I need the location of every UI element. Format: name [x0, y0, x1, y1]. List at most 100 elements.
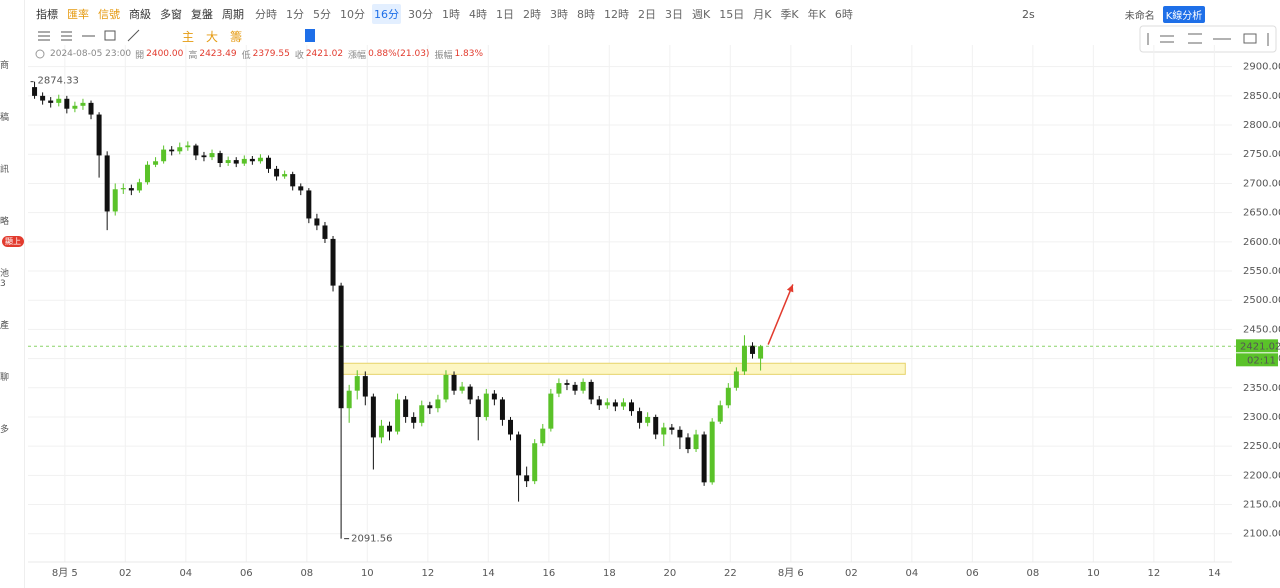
candle-body — [741, 345, 747, 372]
period-button[interactable]: 3日 — [665, 8, 683, 21]
period-button[interactable]: 5分 — [313, 8, 331, 21]
period-button[interactable]: 週K — [692, 8, 711, 21]
candle-body — [693, 434, 699, 450]
sidebar-item[interactable]: 稿 — [0, 113, 10, 123]
candle-body — [290, 174, 296, 187]
candle-body — [653, 416, 659, 435]
period-button[interactable]: 分時 — [255, 8, 277, 21]
period-button[interactable]: 2日 — [638, 8, 656, 21]
sidebar-item[interactable]: 訊 — [0, 165, 10, 175]
candle-body — [516, 434, 522, 476]
y-tick-label: 2600.00 — [1243, 237, 1280, 248]
sidebar-item[interactable]: 聊 — [0, 373, 10, 383]
last-price-label: 2421.02 — [1240, 341, 1280, 352]
tool-button[interactable]: 信號 — [98, 8, 120, 21]
period-button[interactable]: 4時 — [469, 8, 487, 21]
sidebar-item[interactable]: 商 — [0, 61, 10, 71]
candle-body — [395, 399, 401, 432]
refresh-interval[interactable]: 2s — [1022, 7, 1035, 21]
y-tick-label: 2300.00 — [1243, 412, 1280, 423]
candle-body — [370, 396, 376, 438]
candle-body — [403, 399, 409, 417]
drawing-toolbox[interactable] — [1139, 25, 1277, 53]
x-tick-label: 8月 6 — [778, 567, 804, 579]
candle-body — [572, 384, 578, 391]
countdown-box — [1236, 353, 1278, 367]
indicator-button[interactable]: 主 — [182, 29, 195, 44]
x-tick-label: 06 — [240, 568, 253, 579]
tool-button[interactable]: 匯率 — [67, 8, 89, 21]
period-button[interactable]: 1時 — [442, 8, 460, 21]
countdown-label: 02:11 — [1247, 355, 1276, 366]
indicator-button[interactable]: 大 — [206, 29, 219, 44]
info-value: 2423.49 — [199, 49, 237, 59]
tool-button[interactable]: 商級 — [129, 8, 151, 21]
candle-body — [346, 390, 352, 409]
x-tick-label: 04 — [179, 568, 192, 579]
period-button[interactable]: 1日 — [496, 8, 514, 21]
candle-body — [467, 386, 473, 400]
tool-button[interactable]: 周期 — [222, 8, 244, 21]
trend-arrow-head — [786, 284, 794, 293]
candle-body — [709, 421, 715, 483]
x-tick-label: 12 — [421, 568, 434, 579]
candle-body — [104, 155, 110, 212]
period-button[interactable]: 10分 — [340, 8, 365, 21]
info-label: 振幅 — [434, 50, 453, 61]
period-button[interactable]: 年K — [807, 8, 826, 21]
analysis-button[interactable]: K線分析 — [1162, 5, 1206, 23]
indicator-button[interactable]: 籌 — [230, 29, 243, 44]
candle-body — [241, 158, 247, 164]
period-button[interactable]: 1分 — [286, 8, 304, 21]
x-tick-label: 08 — [300, 568, 313, 579]
candle-body — [209, 153, 215, 158]
x-tick-label: 02 — [119, 568, 132, 579]
x-tick-label: 06 — [966, 568, 979, 579]
candle-body — [322, 225, 328, 239]
sidebar-badge: 顯上 — [2, 236, 24, 247]
sidebar-item[interactable]: 多 — [0, 425, 10, 435]
y-tick-label: 2450.00 — [1243, 324, 1280, 335]
period-button[interactable]: 季K — [780, 8, 799, 21]
tool-button[interactable]: 复盤 — [191, 8, 213, 21]
candle-body — [661, 427, 667, 435]
x-tick-label: 08 — [1026, 568, 1039, 579]
sidebar-item[interactable]: 池3 — [0, 269, 10, 289]
info-label: 收 — [294, 50, 304, 61]
tool-button[interactable]: 指標 — [36, 8, 58, 21]
period-button[interactable]: 15日 — [719, 8, 745, 21]
period-button[interactable]: 12時 — [604, 8, 629, 21]
candle-body — [40, 95, 46, 101]
candle-body — [725, 387, 731, 406]
candle-body — [225, 160, 231, 164]
period-button[interactable]: 3時 — [550, 8, 568, 21]
candle-body — [217, 153, 223, 164]
period-button[interactable]: 2時 — [523, 8, 541, 21]
sidebar-item[interactable]: 略 — [0, 217, 10, 227]
candle-body — [88, 102, 94, 115]
candle-body — [112, 189, 118, 212]
period-button[interactable]: 30分 — [408, 8, 433, 21]
candle-body — [306, 190, 312, 219]
candle-body — [185, 145, 191, 148]
candle-body — [136, 182, 142, 191]
sidebar-item[interactable]: 產 — [0, 321, 10, 331]
candle-body — [144, 164, 150, 183]
period-button[interactable]: 6時 — [834, 8, 853, 21]
candle-body — [733, 371, 739, 388]
layout-name[interactable]: 未命名 — [1124, 10, 1155, 22]
period-button[interactable]: 8時 — [577, 8, 595, 21]
last-price-box — [1236, 339, 1278, 353]
candle-body — [717, 405, 723, 422]
candle-body — [265, 157, 271, 169]
candle-body — [499, 399, 505, 420]
info-toggle[interactable] — [35, 49, 45, 59]
sidebar-border — [24, 0, 25, 588]
period-button[interactable]: 16分 — [372, 4, 401, 24]
y-tick-label: 2700.00 — [1243, 178, 1280, 189]
drawing-tools[interactable] — [38, 29, 315, 42]
period-button[interactable]: 月K — [753, 8, 772, 21]
candle-body — [354, 376, 360, 391]
min-label: 2091.56 — [351, 534, 392, 545]
tool-button[interactable]: 多窗 — [160, 8, 182, 21]
